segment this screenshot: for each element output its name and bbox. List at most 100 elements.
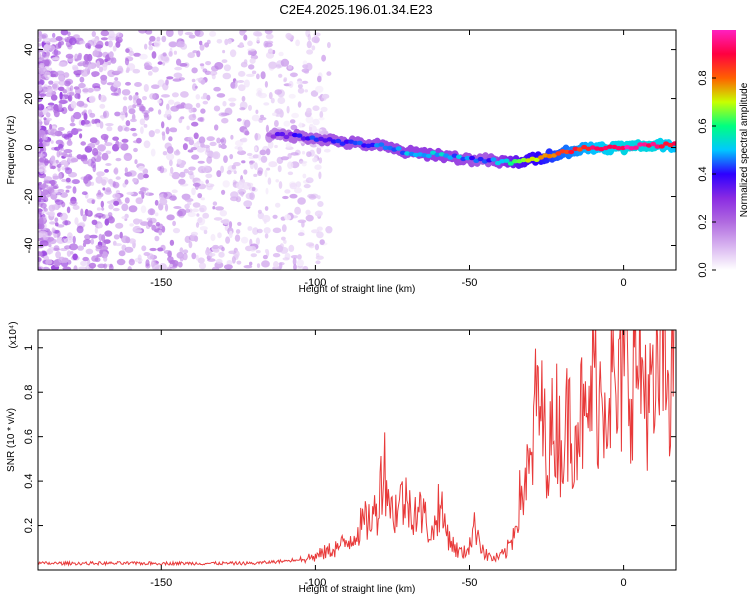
noise-blob: [57, 166, 61, 172]
noise-blob: [113, 200, 120, 206]
noise-blob: [57, 127, 65, 131]
noise-blob: [58, 256, 66, 264]
noise-blob: [197, 160, 205, 164]
noise-blob: [46, 86, 54, 95]
noise-blob: [39, 230, 48, 238]
noise-blob: [314, 210, 323, 217]
noise-blob: [71, 179, 80, 185]
noise-blob: [128, 170, 137, 177]
ridge-core: [266, 132, 273, 137]
noise-blob: [190, 231, 198, 237]
noise-blob: [213, 86, 221, 92]
snr-x-ticks: -150 -100 -50 0: [150, 330, 627, 589]
noise-blob: [289, 119, 296, 124]
noise-blob: [108, 203, 114, 210]
noise-blob: [101, 207, 105, 211]
noise-blob: [210, 233, 216, 242]
noise-blob: [187, 52, 195, 59]
noise-blob: [157, 109, 162, 115]
noise-blob: [166, 153, 175, 161]
noise-blob: [109, 33, 117, 38]
noise-blob: [236, 118, 242, 122]
noise-blob: [166, 76, 174, 80]
noise-blob: [282, 195, 289, 200]
noise-blob: [52, 204, 61, 210]
noise-blob: [74, 217, 79, 225]
noise-blob: [112, 45, 117, 52]
noise-blob: [191, 208, 200, 213]
noise-blob: [83, 53, 90, 62]
noise-blob: [234, 140, 244, 147]
noise-blob: [149, 93, 157, 100]
noise-blob: [222, 218, 230, 226]
noise-blob: [96, 207, 101, 211]
noise-blob: [148, 45, 153, 51]
noise-blob: [43, 176, 53, 182]
noise-blob: [192, 83, 197, 91]
noise-blob: [48, 80, 54, 85]
noise-blob: [209, 141, 217, 147]
noise-blob: [146, 191, 150, 196]
noise-blob: [163, 191, 173, 200]
noise-blob: [200, 108, 206, 114]
spectrogram-panel: -150 -100 -50 0 -40 -20 0 20 40 Height of strai…: [6, 29, 677, 295]
noise-blob: [117, 125, 123, 132]
noise-blob: [76, 100, 85, 107]
ridge-core: [576, 147, 583, 152]
ridge-core: [317, 136, 324, 141]
noise-blob: [139, 53, 148, 60]
noise-blob: [50, 94, 58, 101]
noise-blob: [223, 264, 233, 270]
noise-blob: [243, 265, 253, 269]
noise-blob: [60, 159, 68, 166]
colorbar-tick-label: 0.4: [697, 166, 709, 181]
noise-blob: [228, 97, 237, 102]
noise-blob: [65, 189, 70, 193]
noise-blob: [203, 229, 208, 235]
noise-blob: [212, 249, 220, 253]
noise-blob: [53, 245, 60, 251]
noise-blob: [212, 206, 216, 210]
noise-blob: [207, 182, 211, 187]
noise-blob: [121, 89, 131, 96]
noise-blob: [51, 227, 55, 233]
noise-blob: [38, 48, 43, 53]
noise-blob: [274, 144, 278, 149]
noise-blob: [38, 153, 45, 158]
noise-blob: [315, 128, 323, 132]
noise-blob: [312, 118, 320, 126]
noise-blob: [237, 221, 242, 226]
noise-blob: [125, 236, 131, 244]
noise-blob: [323, 148, 331, 153]
noise-blob: [139, 118, 146, 126]
noise-blob: [195, 94, 201, 100]
noise-blob: [151, 84, 160, 89]
noise-blob: [314, 37, 320, 44]
noise-blob: [107, 212, 113, 217]
noise-blob: [260, 71, 266, 80]
noise-blob: [260, 155, 268, 163]
ridge-core: [607, 144, 613, 149]
noise-blob: [301, 68, 310, 73]
noise-blob: [133, 147, 138, 153]
noise-blob: [141, 110, 150, 115]
noise-blob: [305, 242, 315, 247]
noise-blob: [159, 197, 168, 206]
noise-blob: [38, 52, 42, 60]
noise-blob: [67, 96, 72, 101]
noise-blob: [253, 31, 262, 37]
noise-blob: [64, 220, 68, 226]
noise-blob: [154, 212, 159, 217]
noise-blob: [140, 126, 144, 134]
noise-blob: [101, 152, 109, 161]
ridge-core: [326, 137, 333, 142]
noise-blob: [127, 266, 132, 270]
noise-blob: [126, 191, 134, 195]
noise-blob: [128, 205, 138, 213]
noise-blob: [45, 119, 51, 124]
noise-blob: [264, 206, 269, 211]
y-tick-label: 0.6: [23, 429, 35, 444]
noise-blob: [96, 122, 100, 128]
noise-blob: [196, 213, 200, 217]
noise-blob: [38, 216, 44, 225]
